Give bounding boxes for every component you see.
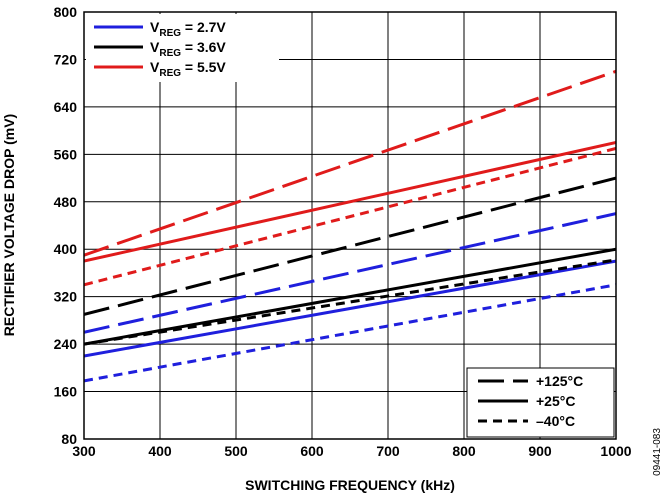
temperature-legend-label: +25°C — [536, 393, 575, 409]
y-axis-label: RECTIFIER VOLTAGE DROP (mV) — [1, 114, 17, 336]
series-line-2p7V-long-dash — [84, 212, 616, 334]
x-tick-label: 900 — [528, 443, 552, 459]
temperature-legend: +125°C +25°C –40°C — [466, 367, 615, 438]
x-tick-label: 400 — [148, 443, 172, 459]
temperature-legend-label: +125°C — [536, 373, 583, 389]
y-tick-label: 320 — [54, 289, 78, 305]
tick-labels: 300 400 500 600 700 800 900 1000 80 160 240 320 400 4… — [54, 4, 632, 459]
x-tick-label: 1000 — [600, 443, 631, 459]
y-tick-label: 80 — [61, 431, 77, 447]
series-line-3p6V-solid — [84, 247, 616, 346]
x-tick-label: 700 — [376, 443, 400, 459]
y-tick-label: 240 — [54, 336, 78, 352]
plot-frame — [83, 11, 617, 440]
y-tick-label: 160 — [54, 384, 78, 400]
x-tick-label: 600 — [300, 443, 324, 459]
x-tick-label: 500 — [224, 443, 248, 459]
series-line-2p7V-short-dash — [84, 283, 616, 383]
series-line-5p5V-long-dash — [84, 69, 616, 257]
series-line-3p6V-long-dash — [84, 176, 616, 316]
series-line-5p5V-short-dash — [84, 146, 616, 287]
voltage-legend-label: VREG = 2.7V — [150, 19, 226, 39]
y-tick-label: 400 — [54, 241, 78, 257]
x-tick-label: 300 — [72, 443, 96, 459]
x-axis-label: SWITCHING FREQUENCY (kHz) — [245, 477, 455, 493]
series-line-2p7V-solid — [84, 259, 616, 358]
voltage-legend-label: VREG = 5.5V — [150, 59, 226, 79]
y-tick-label: 560 — [54, 146, 78, 162]
y-tick-label: 480 — [54, 194, 78, 210]
y-tick-label: 640 — [54, 99, 78, 115]
temperature-legend-label: –40°C — [536, 413, 575, 429]
figure-code: 09441-083 — [652, 428, 663, 476]
series-line-5p5V-solid — [84, 141, 616, 263]
y-tick-label: 720 — [54, 51, 78, 67]
voltage-legend-label: VREG = 3.6V — [150, 39, 226, 59]
y-tick-label: 800 — [54, 4, 78, 20]
series-lines — [84, 69, 616, 383]
x-tick-label: 800 — [452, 443, 476, 459]
